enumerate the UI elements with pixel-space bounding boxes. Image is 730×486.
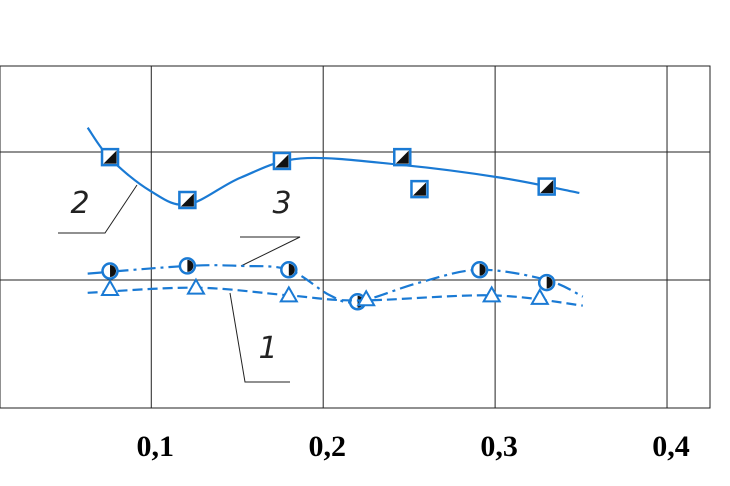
data-point <box>178 190 197 210</box>
data-point <box>280 261 298 279</box>
data-point <box>537 273 556 292</box>
marker-fill <box>395 150 409 164</box>
marker-body <box>530 287 550 305</box>
data-point <box>537 177 556 196</box>
marker-fill <box>479 263 486 276</box>
data-point <box>178 257 197 275</box>
marker-fill <box>103 150 117 164</box>
data-point <box>481 285 502 303</box>
x-tick-label: 0,2 <box>308 430 346 463</box>
data-point <box>101 262 119 280</box>
marker-body <box>100 278 120 296</box>
marker-fill <box>412 182 426 196</box>
data-point <box>100 147 120 167</box>
marker-fill <box>275 154 289 168</box>
x-tick-label: 0,4 <box>652 430 690 463</box>
x-tick-label: 0,3 <box>480 430 518 463</box>
marker-fill <box>546 276 553 289</box>
marker-fill <box>187 259 194 272</box>
curve <box>87 264 584 304</box>
leader-2 <box>58 184 138 234</box>
label-leaders <box>58 184 301 383</box>
curve <box>87 286 583 307</box>
marker-body <box>481 285 502 303</box>
data-point <box>470 261 489 279</box>
curve <box>86 127 580 206</box>
data-point <box>356 289 376 307</box>
marker-fill <box>110 265 117 278</box>
x-tick-label: 0,1 <box>137 430 175 463</box>
data-point <box>186 277 206 295</box>
marker-fill <box>540 180 554 194</box>
data-point <box>393 147 412 167</box>
marker-fill <box>288 263 295 276</box>
leader-3 <box>240 236 301 267</box>
series-label: 3 <box>272 186 291 221</box>
data-point <box>410 179 429 199</box>
data-point <box>530 287 550 305</box>
leader-1 <box>229 292 290 383</box>
marker-fill <box>180 193 194 207</box>
marker-body <box>279 285 299 303</box>
series-label: 2 <box>70 186 89 221</box>
plot-frame <box>0 65 711 409</box>
data-point <box>100 278 120 296</box>
series-label: 1 <box>258 331 277 366</box>
data-point <box>279 285 299 303</box>
data-point <box>272 151 292 171</box>
marker-body <box>186 277 206 295</box>
marker-body <box>356 289 376 307</box>
